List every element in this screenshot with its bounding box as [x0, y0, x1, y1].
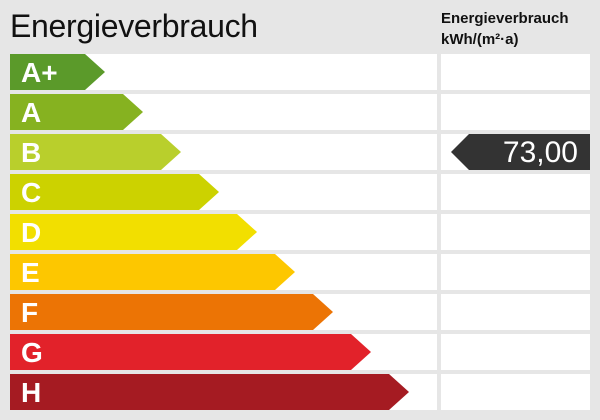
value-cell-F [441, 294, 590, 330]
value-cell-H [441, 374, 590, 410]
unit-label: Energieverbrauch kWh/(m²·a) [441, 8, 569, 50]
class-arrow-A+: A+ [10, 54, 105, 90]
class-row-H: H [10, 374, 437, 410]
class-label: E [21, 257, 40, 288]
class-arrow-C: C [10, 174, 219, 210]
value-cell-A [441, 94, 590, 130]
class-row-B: B [10, 134, 437, 170]
class-arrow-E: E [10, 254, 295, 290]
class-label: B [21, 137, 42, 168]
class-label: A [21, 97, 42, 128]
page-title: Energieverbrauch [10, 8, 258, 44]
class-row-C: C [10, 174, 437, 210]
class-arrow-A: A [10, 94, 143, 130]
class-arrow-H: H [10, 374, 409, 410]
class-arrow-B: B [10, 134, 181, 170]
class-row-A: A [10, 94, 437, 130]
class-label: H [21, 377, 42, 408]
value-cell-E [441, 254, 590, 290]
class-arrow-F: F [10, 294, 333, 330]
value-cell-D [441, 214, 590, 250]
class-row-A+: A+ [10, 54, 437, 90]
value-cell-G [441, 334, 590, 370]
class-label: G [21, 337, 43, 368]
unit-line-2: kWh/(m²·a) [441, 31, 519, 48]
value-cell-A+ [441, 54, 590, 90]
class-row-F: F [10, 294, 437, 330]
class-label: F [21, 297, 39, 328]
class-label: C [21, 177, 42, 208]
class-row-D: D [10, 214, 437, 250]
class-arrow-D: D [10, 214, 257, 250]
class-label: A+ [21, 57, 58, 88]
value-marker: 73,00 [451, 134, 590, 170]
unit-line-1: Energieverbrauch [441, 10, 569, 27]
class-row-E: E [10, 254, 437, 290]
value-label: 73,00 [502, 136, 578, 169]
class-row-G: G [10, 334, 437, 370]
class-arrow-G: G [10, 334, 371, 370]
class-label: D [21, 217, 42, 248]
value-cell-C [441, 174, 590, 210]
